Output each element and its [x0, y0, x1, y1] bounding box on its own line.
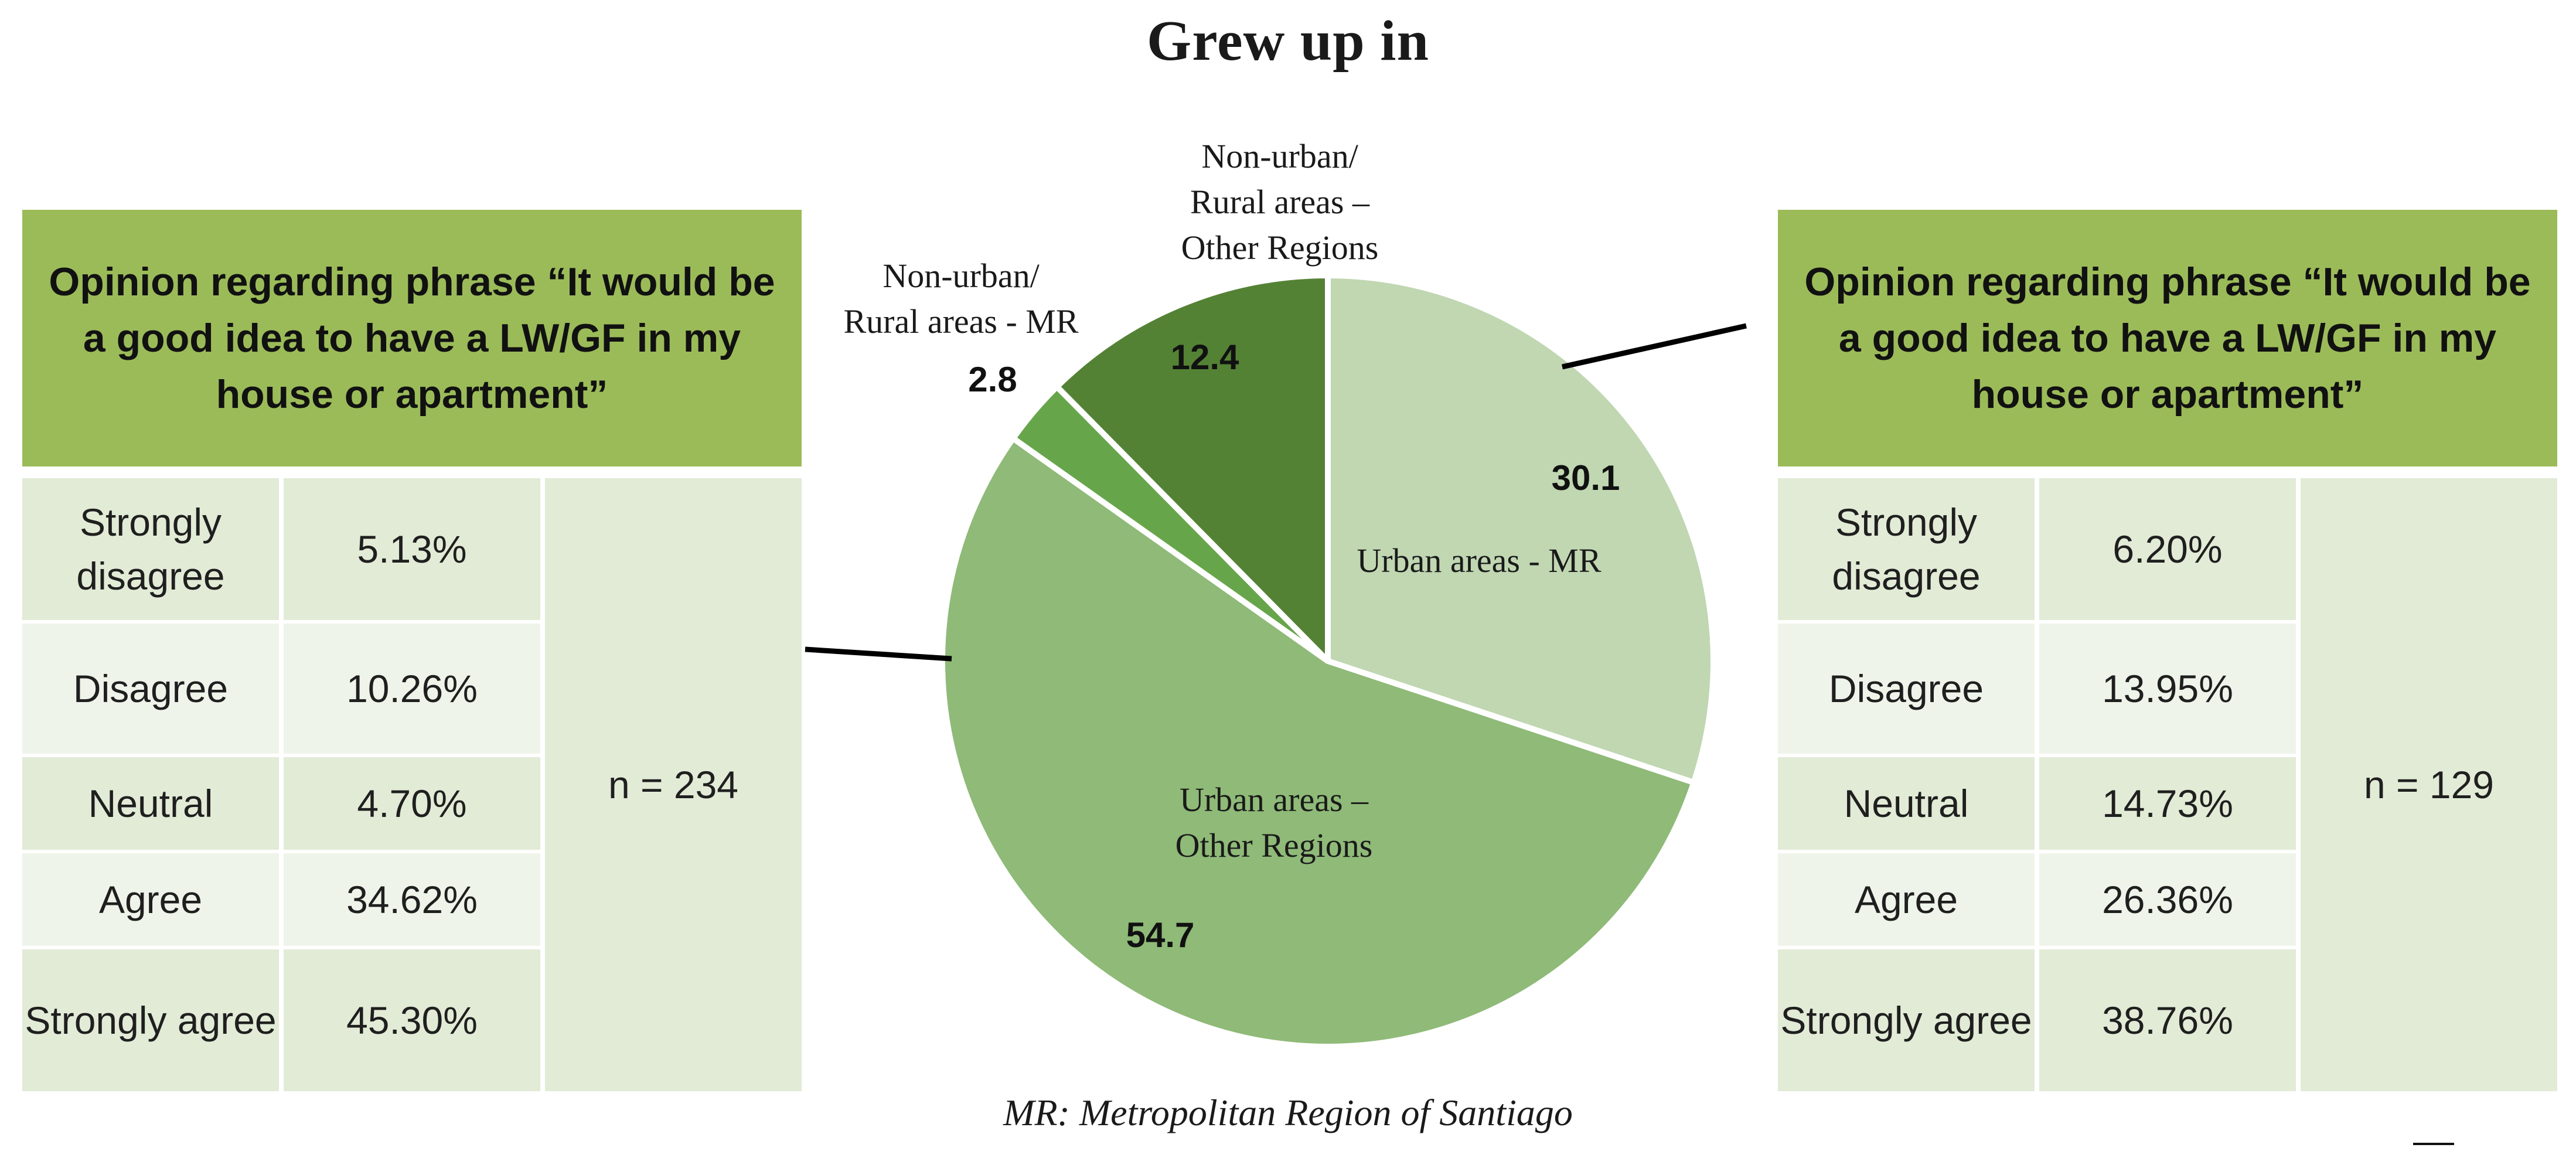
- slice-label-rural-other-line3: Other Regions: [1181, 229, 1379, 267]
- page-dash: [2413, 1143, 2454, 1145]
- left-row-value: 10.26%: [284, 624, 540, 754]
- slice-label-urban-mr: Urban areas - MR: [1357, 541, 1601, 580]
- right-panel-header: Opinion regarding phrase “It would be a …: [1778, 210, 2557, 466]
- left-row-value: 5.13%: [284, 478, 540, 620]
- right-sample-size: n = 129: [2301, 478, 2557, 1091]
- left-row-label: Neutral: [22, 757, 279, 850]
- pie-slice-urban-other: [939, 435, 1697, 1050]
- right-row-value: 26.36%: [2039, 853, 2296, 946]
- left-row-label: Strongly disagree: [22, 478, 279, 620]
- slice-value-urban-other: 54.7: [1126, 915, 1195, 955]
- left-panel-header: Opinion regarding phrase “It would be a …: [22, 210, 802, 466]
- right-row-label: Disagree: [1778, 624, 2035, 754]
- slice-value-urban-mr: 30.1: [1552, 458, 1620, 498]
- connector-line-right: [1562, 323, 1747, 370]
- slice-label-urban-other-line1: Urban areas –: [1180, 781, 1369, 819]
- right-row-value: 6.20%: [2039, 478, 2296, 620]
- chart-title: Grew up in: [1147, 9, 1429, 73]
- footnote: MR: Metropolitan Region of Santiago: [1003, 1092, 1573, 1133]
- pie-slice-urban-mr: [1325, 273, 1717, 786]
- right-row-value: 38.76%: [2039, 949, 2296, 1091]
- right-opinion-table: Strongly disagree 6.20% Disagree 13.95% …: [1778, 478, 2557, 1091]
- left-row-label: Strongly agree: [22, 949, 279, 1091]
- left-row-value: 4.70%: [284, 757, 540, 850]
- slice-label-rural-mr-line1: Non-urban/: [882, 257, 1040, 295]
- connector-line-left: [805, 646, 952, 662]
- left-row-value: 34.62%: [284, 853, 540, 946]
- right-opinion-panel: Opinion regarding phrase “It would be a …: [1778, 210, 2557, 1091]
- left-row-label: Disagree: [22, 624, 279, 754]
- slice-label-urban-other-line2: Other Regions: [1175, 826, 1373, 864]
- slice-value-rural-other: 12.4: [1171, 338, 1239, 377]
- slice-label-rural-mr-line2: Rural areas - MR: [843, 302, 1078, 340]
- left-row-label: Agree: [22, 853, 279, 946]
- left-row-value: 45.30%: [284, 949, 540, 1091]
- slice-value-rural-mr: 2.8: [968, 360, 1017, 399]
- left-opinion-panel: Opinion regarding phrase “It would be a …: [22, 210, 802, 1091]
- pie-slice-rural-other: [1054, 273, 1331, 664]
- right-row-value: 14.73%: [2039, 757, 2296, 850]
- left-opinion-table: Strongly disagree 5.13% Disagree 10.26% …: [22, 478, 802, 1091]
- right-row-value: 13.95%: [2039, 624, 2296, 754]
- pie-slices: [939, 273, 1717, 1050]
- right-row-label: Strongly disagree: [1778, 478, 2035, 620]
- slice-label-rural-other-line2: Rural areas –: [1190, 183, 1370, 221]
- left-sample-size: n = 234: [545, 478, 802, 1091]
- slice-label-rural-other-line1: Non-urban/: [1201, 137, 1358, 175]
- right-row-label: Strongly agree: [1778, 949, 2035, 1091]
- right-row-label: Agree: [1778, 853, 2035, 946]
- right-row-label: Neutral: [1778, 757, 2035, 850]
